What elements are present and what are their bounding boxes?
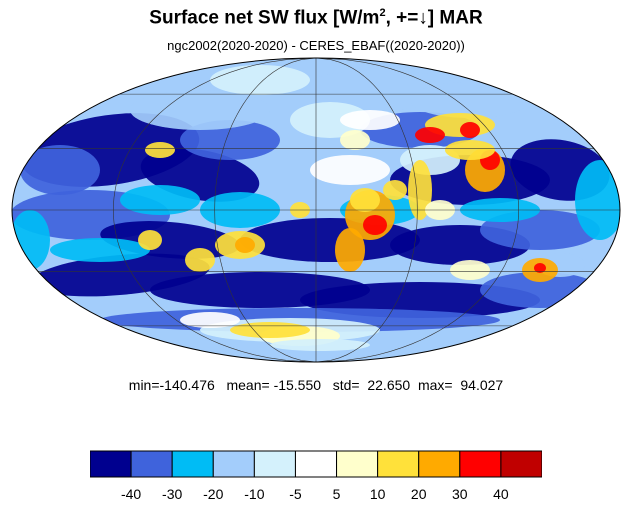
- stat-min-value: -140.476: [159, 377, 215, 393]
- field-region: [235, 237, 255, 253]
- plot-title-rest: , +=↓] MAR: [385, 7, 483, 29]
- stat-mean-value: -15.550: [273, 377, 322, 393]
- field-region: [340, 130, 370, 150]
- stat-min-label: min=: [128, 377, 160, 393]
- stat-std-label: std=: [332, 377, 368, 393]
- field-region: [350, 188, 380, 212]
- colorbar-tick-label: 5: [332, 486, 341, 502]
- colorbar-swatch: [500, 450, 542, 478]
- field-region: [210, 65, 310, 95]
- field-region: [445, 140, 495, 160]
- plot-title-main: Surface net SW flux [W/m: [149, 7, 380, 29]
- colorbar: [90, 450, 542, 478]
- colorbar-swatch: [294, 450, 338, 478]
- colorbar-swatch: [418, 450, 461, 478]
- colorbar-swatch: [130, 450, 173, 478]
- plot-title: Surface net SW flux [W/m2, +=↓] MAR: [0, 7, 632, 29]
- field-region: [363, 215, 387, 235]
- field-region: [408, 160, 432, 220]
- meridian-line: [112, 57, 317, 363]
- field-region: [450, 260, 490, 280]
- field-region: [340, 110, 400, 130]
- colorbar-tick-label: -5: [289, 486, 302, 502]
- field-region: [185, 248, 215, 272]
- colorbar-tick-label: 40: [493, 486, 509, 502]
- colorbar-tick-label: 10: [369, 486, 386, 502]
- colorbar-tick-label: -10: [244, 486, 265, 502]
- colorbar-tick-label: 20: [410, 486, 427, 502]
- colorbar-tick-label: 30: [452, 486, 468, 502]
- field-region: [230, 322, 310, 338]
- plot-title-superscript: 2: [379, 7, 386, 19]
- field-region: [138, 230, 162, 250]
- field-region: [460, 122, 480, 138]
- field-region: [383, 180, 407, 200]
- field-region: [290, 102, 370, 138]
- colorbar-swatch: [459, 450, 502, 478]
- colorbar-swatch: [212, 450, 255, 478]
- colorbar-swatch: [336, 450, 379, 478]
- field-region: [410, 82, 530, 118]
- field-region: [130, 90, 270, 130]
- stat-std-value: 22.650: [367, 377, 411, 393]
- map-outline: [11, 57, 621, 363]
- plot-subtitle: ngc2002(2020-2020) - CERES_EBAF((2020-20…: [167, 38, 465, 53]
- colorbar-tick-label: -40: [120, 486, 142, 502]
- colorbar-tick-label: -30: [162, 486, 183, 502]
- meridian-line: [315, 57, 418, 363]
- colorbar-swatch: [377, 450, 420, 478]
- field-region: [180, 120, 280, 160]
- colorbar-swatch: [90, 450, 132, 478]
- statistics-line: min=-140.476 mean= -15.550 std= 22.650 m…: [0, 377, 632, 393]
- field-region: [50, 238, 150, 262]
- colorbar-tick-label: -20: [203, 486, 224, 502]
- field-region: [415, 127, 445, 143]
- stat-max-value: 94.027: [460, 377, 504, 393]
- meridian-line: [214, 57, 317, 363]
- colorbar-swatch: [171, 450, 214, 478]
- graticule: [12, 57, 620, 363]
- field-region: [534, 263, 546, 273]
- colorbar-swatch: [253, 450, 296, 478]
- field-region: [335, 228, 365, 272]
- stat-max-label: max=: [417, 377, 461, 393]
- field-region: [145, 142, 175, 158]
- field-region: [310, 155, 390, 185]
- field-region: [20, 145, 100, 195]
- field-region: [120, 185, 200, 215]
- stat-mean-label: mean=: [226, 377, 274, 393]
- meridian-line: [315, 57, 520, 363]
- field-region: [270, 339, 370, 351]
- field-region: [575, 160, 620, 240]
- field-region: [180, 312, 240, 328]
